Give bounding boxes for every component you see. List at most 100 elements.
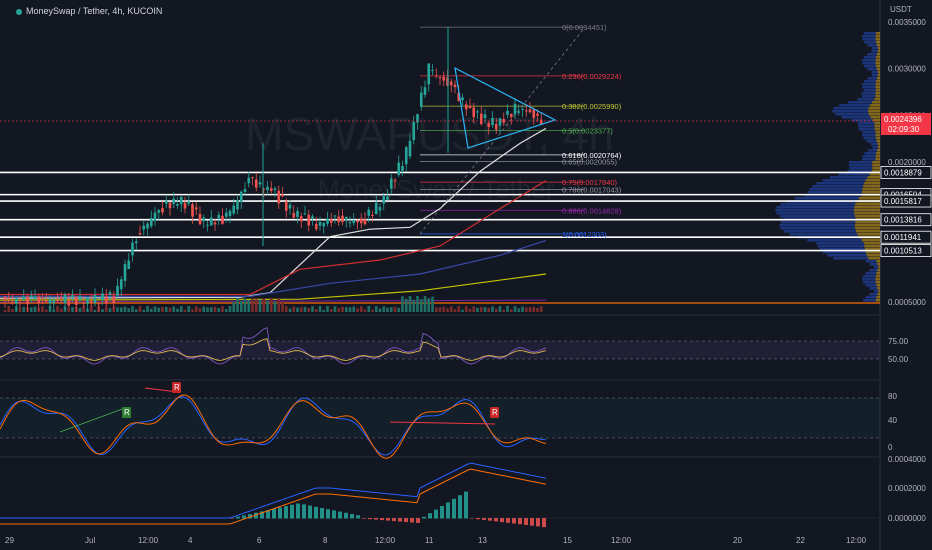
- volume-profile-bar: [871, 170, 880, 173]
- candle-body: [314, 223, 318, 230]
- level-label-box: [880, 244, 932, 257]
- volume-profile-bar: [874, 125, 880, 128]
- volume-bar: [356, 308, 359, 312]
- volume-profile-bar: [868, 107, 880, 110]
- volume-bar: [292, 306, 296, 312]
- volume-profile-bar: [776, 206, 855, 209]
- volume-profile-bar: [869, 287, 878, 290]
- macd-hist-bar: [536, 518, 540, 527]
- symbol-title[interactable]: MoneySwap / Tether, 4h, KUCOIN: [16, 6, 162, 16]
- candle-body: [434, 75, 438, 77]
- candle-body: [251, 177, 254, 179]
- volume-profile-bar: [848, 164, 873, 167]
- candle-body: [322, 223, 326, 227]
- volume-profile-bar: [875, 92, 880, 95]
- volume-bar: [149, 308, 153, 312]
- rsi-tick: 50.00: [888, 355, 909, 364]
- volume-bar: [3, 310, 7, 312]
- volume-profile-bar: [875, 59, 880, 62]
- candle-body: [176, 204, 179, 206]
- volume-profile-bar: [864, 65, 877, 68]
- macd-hist-bar: [290, 504, 294, 519]
- volume-bar: [464, 306, 468, 312]
- volume-profile-bar: [861, 239, 880, 242]
- volume-bar: [67, 307, 71, 312]
- volume-profile-bar: [867, 77, 877, 80]
- volume-profile-bar: [876, 296, 880, 299]
- candle-body: [93, 294, 97, 303]
- candle-body: [266, 186, 269, 190]
- level-label: 0.0013816: [884, 216, 922, 225]
- volume-profile-bar: [855, 203, 880, 206]
- stoch-k-line: [0, 396, 547, 456]
- macd-hist-bar: [350, 514, 354, 519]
- volume-bar: [89, 306, 93, 312]
- volume-profile-bar: [875, 155, 880, 158]
- volume-profile-bar: [807, 239, 862, 242]
- volume-bar: [296, 307, 299, 312]
- volume-profile-bar: [874, 98, 880, 101]
- candle-body: [419, 92, 423, 107]
- candle-body: [123, 264, 127, 281]
- volume-profile-bar: [863, 56, 876, 59]
- symbol-title-text: MoneySwap / Tether, 4h, KUCOIN: [26, 6, 163, 16]
- volume-bar: [112, 306, 116, 312]
- volume-profile-bar: [875, 131, 880, 134]
- time-label: 12:00: [138, 536, 159, 545]
- candle-body: [326, 218, 329, 224]
- volume-bar: [18, 308, 22, 312]
- time-label: 15: [563, 536, 572, 545]
- macd-hist-bar: [506, 518, 510, 523]
- volume-profile-bar: [872, 164, 880, 167]
- macd-hist-bar: [386, 518, 390, 521]
- volume-bar: [22, 306, 26, 312]
- volume-profile-bar: [877, 71, 880, 74]
- volume-profile-bar: [847, 170, 872, 173]
- volume-profile-bar: [873, 290, 879, 293]
- macd-line: [0, 462, 547, 519]
- macd-hist-bar: [512, 518, 516, 524]
- volume-bar: [236, 298, 239, 312]
- candle-body: [464, 104, 468, 110]
- volume-bar: [359, 306, 363, 312]
- candle-body: [89, 301, 93, 303]
- volume-bar: [307, 307, 311, 312]
- volume-bar: [146, 306, 149, 312]
- candle-body: [258, 182, 262, 185]
- volume-profile-bar: [789, 233, 858, 236]
- candle-body: [401, 166, 404, 171]
- volume-bar: [303, 306, 307, 312]
- time-label: 6: [257, 536, 262, 545]
- fib-label: 0.65(0.0020055): [562, 157, 618, 166]
- ma-yellow-line: [0, 273, 547, 301]
- volume-bar: [59, 308, 63, 312]
- volume-profile-bar: [877, 287, 880, 290]
- volume-bar: [232, 301, 236, 312]
- volume-bar: [446, 308, 449, 312]
- macd-hist-bar: [440, 506, 444, 519]
- macd-hist-bar: [416, 518, 420, 523]
- macd-hist-bar: [260, 511, 264, 519]
- volume-profile-bar: [847, 101, 872, 104]
- volume-bar: [37, 308, 41, 312]
- volume-profile-bar: [817, 245, 865, 248]
- volume-bar: [341, 306, 344, 312]
- volume-profile-bar: [864, 41, 877, 44]
- volume-bar: [221, 306, 224, 312]
- candle-body: [213, 222, 217, 225]
- macd-hist-bar: [314, 506, 318, 519]
- candle-body: [26, 296, 29, 305]
- volume-profile-bar: [829, 176, 868, 179]
- ma-red-line: [0, 180, 547, 296]
- volume-bar: [423, 296, 427, 312]
- candle-body: [11, 301, 14, 303]
- candle-body: [438, 77, 442, 79]
- volume-profile-bar: [863, 89, 876, 92]
- candle-body: [397, 162, 401, 176]
- volume-bar: [228, 306, 232, 312]
- volume-profile-bar: [853, 209, 880, 212]
- volume-bar: [498, 306, 502, 312]
- macd-hist-bar: [236, 516, 240, 519]
- volume-bar: [71, 307, 74, 312]
